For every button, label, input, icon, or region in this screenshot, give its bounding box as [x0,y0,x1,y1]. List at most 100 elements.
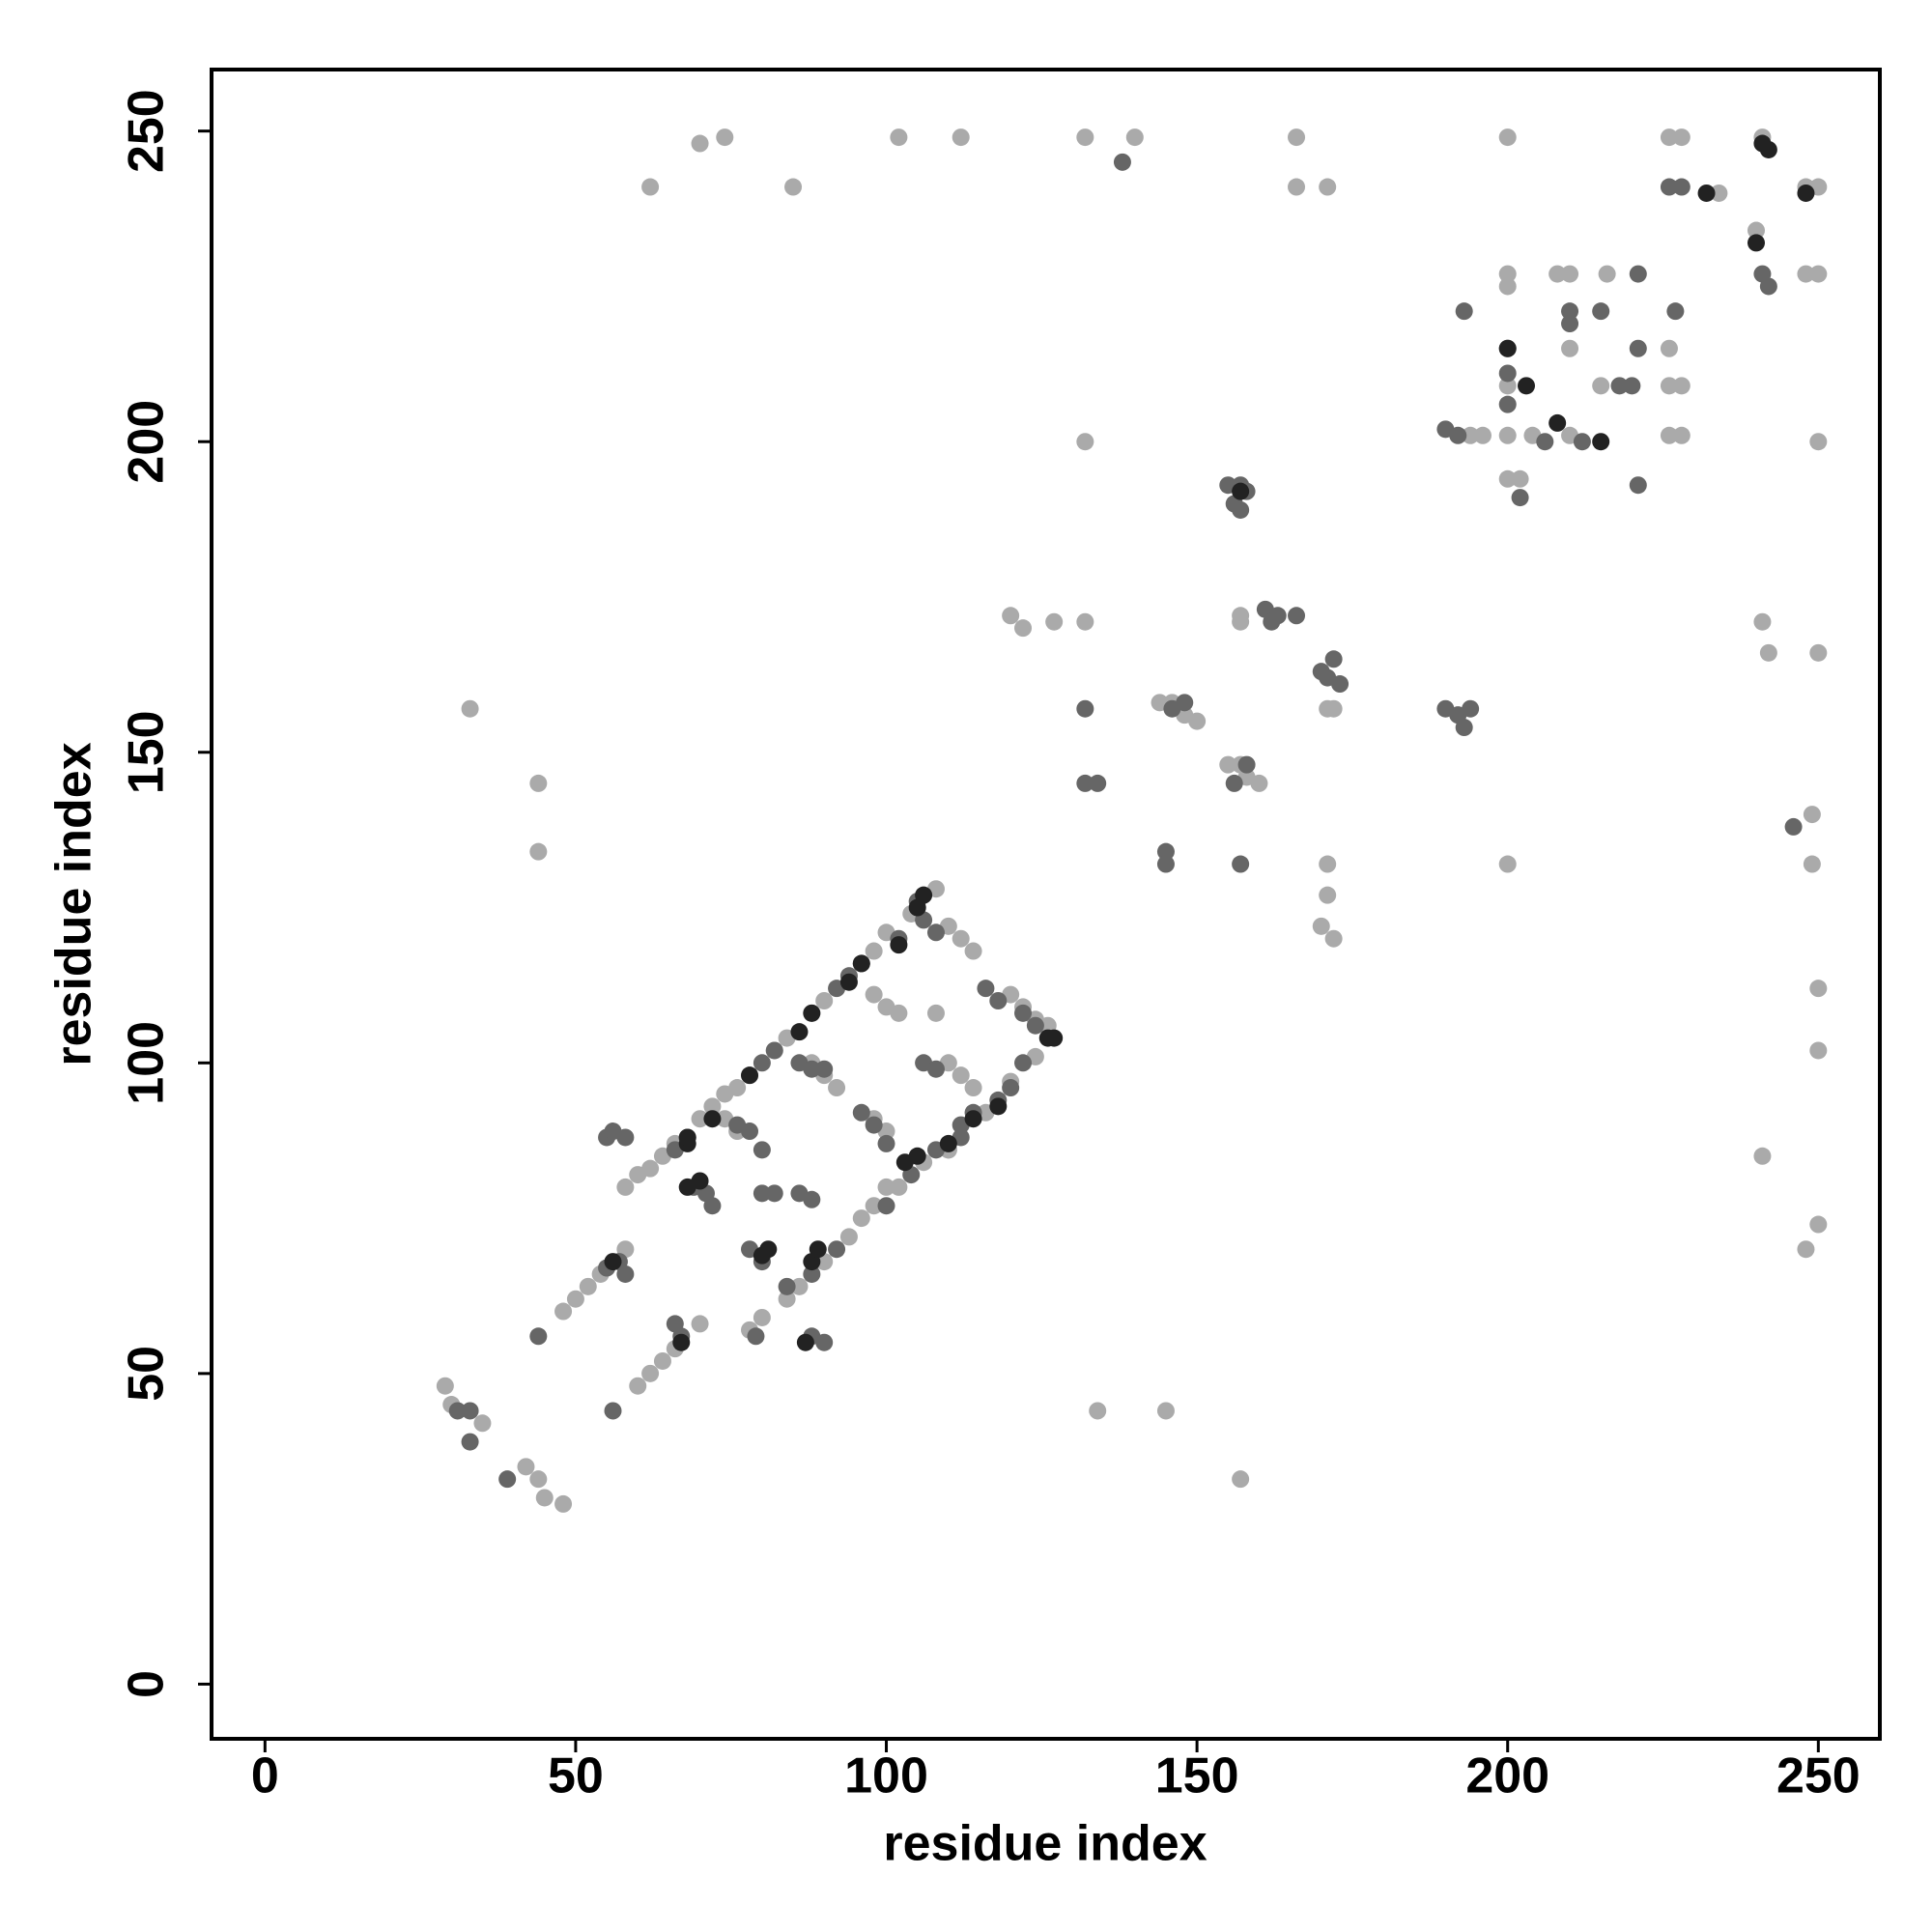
point [1498,364,1517,383]
point [529,1327,548,1346]
point [1561,315,1579,333]
point [1232,612,1250,631]
point [1156,842,1175,861]
point [796,1333,814,1351]
point [952,929,970,948]
point [1250,774,1268,792]
point [703,1110,722,1128]
y-tick-label: 50 [119,1346,175,1402]
point [653,1351,671,1370]
point [554,1494,573,1513]
point [1319,668,1337,687]
point [908,1147,926,1165]
point [1809,265,1828,283]
point [964,942,982,960]
point [1288,128,1306,147]
point [1026,1016,1044,1035]
point [1809,1041,1828,1060]
point [784,178,803,196]
point [890,1004,908,1022]
point [828,1240,846,1259]
x-tick-label: 250 [1776,1748,1861,1804]
point [1089,1402,1107,1420]
point [641,1159,660,1178]
point [1797,265,1815,283]
point [753,1054,771,1072]
point [579,1277,597,1295]
point [1014,1054,1033,1072]
point [554,1302,573,1321]
point [839,1228,858,1246]
x-tick-label: 100 [844,1748,928,1804]
point [1156,855,1175,873]
point [529,1470,548,1489]
point [908,898,926,917]
point [641,1364,660,1382]
point [1089,774,1107,792]
point [1592,377,1610,395]
point [803,1190,821,1208]
point [1232,500,1250,519]
point [1629,476,1647,495]
x-axis-label: residue index [883,1816,1207,1872]
point [1455,719,1473,737]
point [1076,612,1094,631]
point [989,1097,1008,1116]
point [1660,377,1678,395]
point [1113,153,1131,171]
point [1125,128,1144,147]
point [461,699,479,718]
point [778,1290,796,1308]
point [1076,128,1094,147]
point [1803,806,1821,824]
point [1237,755,1256,774]
point [753,1246,771,1264]
point [1498,395,1517,413]
point [1753,1147,1772,1165]
point [803,1264,821,1283]
point [1666,302,1685,321]
point [1561,302,1579,321]
point [498,1470,517,1489]
point [753,1184,771,1203]
point [1809,1215,1828,1234]
point [1809,433,1828,451]
point [1324,929,1343,948]
point [728,1079,747,1097]
point [1498,277,1517,296]
point [566,1290,584,1308]
point [1660,339,1678,357]
y-tick-label: 100 [119,1021,175,1105]
x-tick-label: 150 [1155,1748,1239,1804]
point [1076,699,1094,718]
point [852,954,870,973]
point [1319,855,1337,873]
point [852,1209,870,1228]
point [1511,489,1529,507]
point [1219,755,1237,774]
point [703,1197,722,1215]
point [1498,469,1517,488]
point [1561,265,1579,283]
point [1014,619,1033,638]
point [1759,140,1777,158]
point [765,1184,783,1203]
point [1548,265,1567,283]
x-tick-label: 0 [251,1748,279,1804]
point [448,1402,467,1420]
point [1232,855,1250,873]
point [604,1253,622,1271]
point [1518,377,1536,395]
x-tick-label: 50 [548,1748,604,1804]
point [473,1414,492,1433]
point [1672,426,1690,444]
point [1803,855,1821,873]
point [890,1178,908,1196]
point [1473,426,1492,444]
point [1014,1004,1033,1022]
point [1319,178,1337,196]
point [1455,302,1473,321]
point [747,1327,765,1346]
point [865,1197,883,1215]
point [529,842,548,861]
